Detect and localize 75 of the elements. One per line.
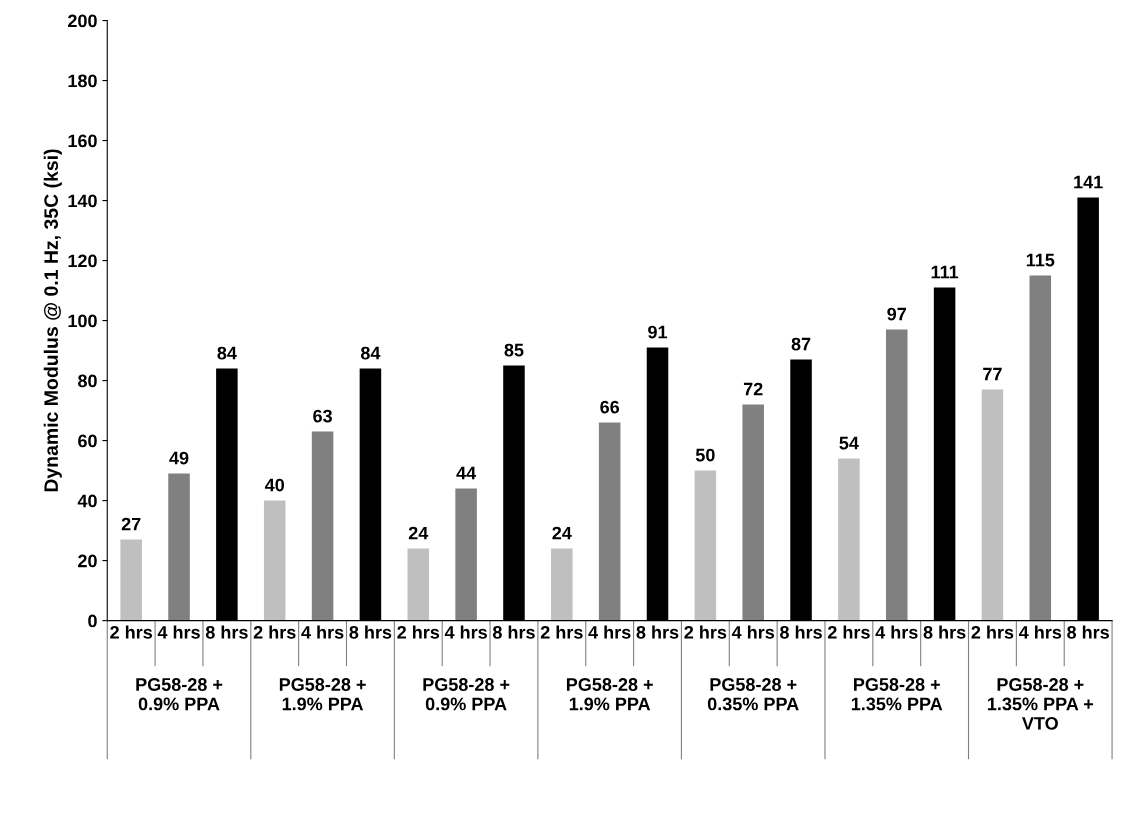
y-tick-label: 140 [68,194,97,208]
y-tick-label: 20 [78,554,97,568]
data-label: 85 [504,343,524,357]
data-label: 91 [648,325,668,339]
x-tick-label: 8 hrs [1067,625,1109,639]
x-tick-label: 2 hrs [827,625,870,639]
text: PG58-28 + 1.35% PPA + VTO [987,678,1094,730]
bar [120,539,142,621]
bar [168,473,190,621]
y-tick-label: 120 [68,254,97,268]
x-tick-label: 2 hrs [971,625,1014,639]
data-label: 111 [931,265,959,279]
data-label: 141 [1074,175,1103,189]
x-tick-label: 4 hrs [1018,625,1062,639]
bar [551,548,573,621]
x-tick-label: 2 hrs [540,625,583,639]
data-label: 84 [217,346,237,360]
x-tick-label: 4 hrs [731,625,775,639]
y-tick-label: 100 [68,314,97,328]
x-tick-label: 4 hrs [301,625,344,639]
x-tick-label: 8 hrs [492,625,535,639]
bar [838,458,860,621]
data-label: 97 [887,307,906,321]
bar [694,470,717,621]
data-label: 115 [1026,253,1055,267]
bar [981,389,1004,621]
y-tick-label: 0 [88,614,97,628]
bar [263,500,286,621]
data-label: 72 [743,382,763,396]
x-tick-label: 8 hrs [780,625,822,639]
x-tick-label: 4 hrs [588,625,631,639]
x-tick-label: 8 hrs [923,625,966,639]
x-tick-label: 4 hrs [875,625,918,639]
y-tick-label: 200 [68,14,97,28]
data-label: 54 [839,436,859,450]
text: PG58-28 + 0.9% PPA [136,678,223,711]
x-tick-label: 2 hrs [253,625,296,639]
bar [455,488,477,621]
y-tick-label: 160 [68,134,97,148]
data-label: 27 [121,517,141,531]
y-tick-label: 40 [77,494,97,508]
data-label: 44 [456,466,477,480]
x-tick-label: 8 hrs [349,625,392,639]
text: PG58-28 + 1.9% PPA [566,678,653,711]
bar [885,329,908,621]
bar [407,548,430,621]
x-tick-label: 2 hrs [110,625,153,639]
data-label: 84 [360,346,381,360]
y-tick-label: 180 [68,74,97,88]
bar [742,404,764,621]
text: PG58-28 + 1.9% PPA [279,678,366,711]
x-tick-label: 2 hrs [397,625,440,639]
bar [1029,275,1052,621]
data-label: 66 [600,400,620,414]
x-tick-label: 4 hrs [157,625,200,639]
data-label: 77 [983,367,1002,381]
data-label: 49 [169,451,189,465]
y-tick-label: 80 [78,374,97,388]
bar [598,422,621,621]
data-label: 50 [695,448,715,462]
y-tick-label: 60 [78,434,97,448]
y-axis-title: Dynamic Modulus @ 0.1 Hz, 35C (ksi) [43,149,62,492]
x-tick-label: 2 hrs [684,625,727,639]
text: PG58-28 + 0.9% PPA [423,678,510,711]
data-label: 24 [552,526,572,540]
text: PG58-28 + 1.35% PPA [851,678,943,711]
x-tick-label: 8 hrs [205,625,248,639]
text: PG58-28 + 0.35% PPA [707,678,799,711]
x-tick-label: 8 hrs [636,625,679,639]
data-label: 40 [264,478,285,492]
x-tick-label: 4 hrs [444,625,487,639]
bar [311,431,334,621]
data-label: 24 [408,526,429,540]
data-label: 63 [313,409,332,423]
data-label: 87 [791,337,811,351]
